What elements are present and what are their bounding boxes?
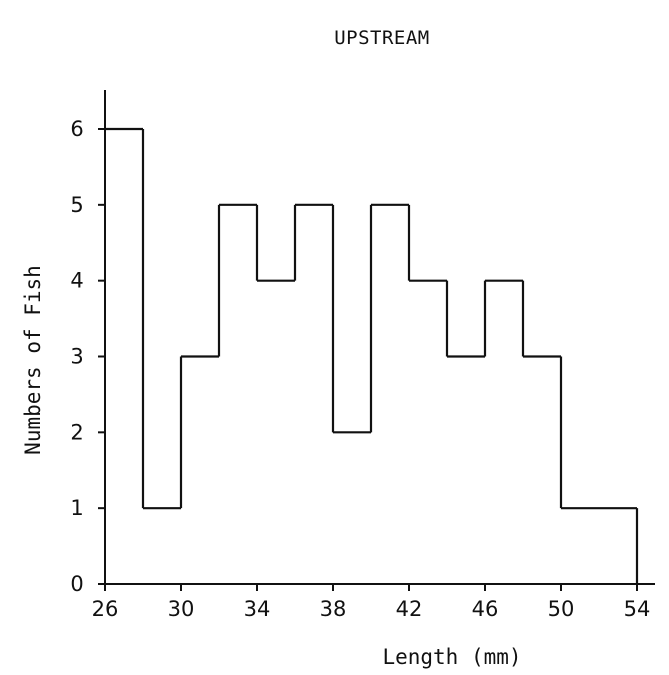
x-axis-ticks: 26 30 34 38 42 46 50 54 — [92, 584, 651, 621]
y-tick-label: 0 — [70, 572, 83, 596]
y-tick-label: 4 — [70, 269, 83, 293]
x-tick-label: 46 — [472, 597, 499, 621]
x-tick-label: 34 — [244, 597, 271, 621]
x-axis-label: Length (mm) — [382, 645, 521, 669]
y-axis-ticks: 0 1 2 3 4 5 6 — [70, 117, 105, 596]
x-tick-label: 38 — [320, 597, 347, 621]
y-tick-label: 5 — [70, 193, 83, 217]
y-tick-label: 3 — [70, 345, 83, 369]
chart-title: UPSTREAM — [334, 27, 430, 49]
x-tick-label: 26 — [92, 597, 119, 621]
x-tick-label: 54 — [624, 597, 651, 621]
y-tick-label: 2 — [70, 420, 83, 444]
y-axis-label: Numbers of Fish — [21, 265, 45, 455]
x-tick-label: 42 — [396, 597, 423, 621]
histogram-outline — [105, 127, 639, 584]
x-tick-label: 50 — [548, 597, 575, 621]
x-tick-label: 30 — [168, 597, 195, 621]
y-tick-label: 6 — [70, 117, 83, 141]
y-tick-label: 1 — [70, 496, 83, 520]
